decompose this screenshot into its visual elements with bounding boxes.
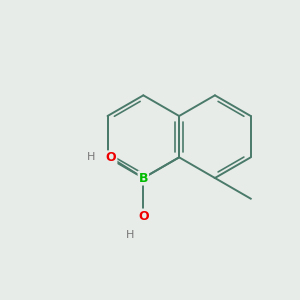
Text: H: H — [126, 230, 134, 240]
Text: O: O — [106, 151, 116, 164]
Text: B: B — [139, 172, 148, 184]
Text: O: O — [138, 209, 148, 223]
Text: H: H — [87, 152, 95, 161]
